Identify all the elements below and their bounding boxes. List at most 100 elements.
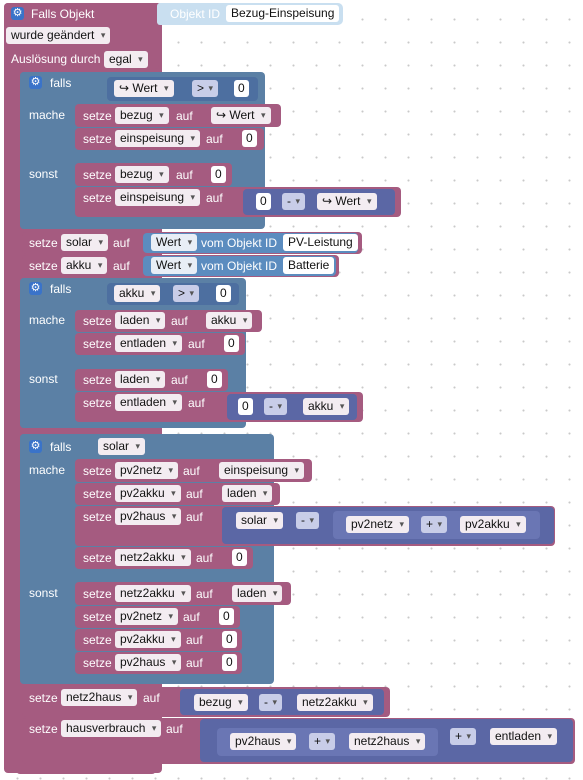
to-label: auf [176, 168, 193, 182]
number-zero[interactable]: 0 [238, 398, 253, 415]
else-label: sonst [29, 372, 58, 386]
to-label: auf [113, 236, 130, 250]
var-pv2netz[interactable]: pv2netz [115, 608, 179, 625]
var-einspeisung[interactable]: einspeisung [115, 189, 201, 206]
object-pv[interactable]: PV-Leistung [283, 234, 358, 251]
var-akku[interactable]: akku [61, 257, 108, 274]
change-dropdown[interactable]: wurde geändert [6, 27, 111, 44]
to-label: auf [186, 656, 203, 670]
operator-dropdown[interactable]: + [421, 516, 448, 533]
var-akku[interactable]: akku [303, 398, 350, 415]
if-label: falls [50, 282, 72, 296]
value-dropdown[interactable]: ↪ Wert [114, 80, 174, 97]
var-laden[interactable]: laden [115, 371, 166, 388]
operator-dropdown[interactable]: + [450, 728, 477, 745]
number-zero[interactable]: 0 [224, 335, 239, 352]
number-zero[interactable]: 0 [211, 166, 226, 183]
var-netz2haus[interactable]: netz2haus [349, 733, 426, 750]
cause-dropdown[interactable]: egal [104, 51, 148, 68]
var-solar[interactable]: solar [61, 234, 109, 251]
to-label: auf [171, 314, 188, 328]
operator-dropdown[interactable]: - [264, 398, 287, 415]
of-object-label: vom Objekt ID [201, 259, 278, 273]
var-pv2haus[interactable]: pv2haus [115, 508, 182, 525]
set-label: setze [83, 373, 112, 387]
object-battery[interactable]: Batterie [283, 257, 335, 274]
var-laden[interactable]: laden [115, 312, 166, 329]
to-label: auf [176, 109, 193, 123]
var-einspeisung[interactable]: einspeisung [115, 130, 201, 147]
to-label: auf [186, 510, 203, 524]
var-pv2haus[interactable]: pv2haus [115, 654, 182, 671]
gear-icon[interactable]: ⚙ [29, 76, 42, 89]
var-netz2akku[interactable]: netz2akku [297, 694, 373, 711]
to-label: auf [196, 551, 213, 565]
value-dropdown[interactable]: Wert [151, 234, 198, 251]
gear-icon[interactable]: ⚙ [29, 440, 42, 453]
do-label: mache [29, 463, 66, 477]
number-zero[interactable]: 0 [232, 549, 247, 566]
number-zero[interactable]: 0 [234, 80, 249, 97]
operator-dropdown[interactable]: + [309, 733, 336, 750]
var-netz2akku[interactable]: netz2akku [115, 549, 191, 566]
to-label: auf [188, 396, 205, 410]
object-id-label: Objekt ID [170, 7, 221, 21]
var-pv2netz[interactable]: pv2netz [115, 462, 179, 479]
var-entladen[interactable]: entladen [490, 728, 558, 745]
var-bezug[interactable]: bezug [115, 107, 169, 124]
to-label: auf [183, 464, 200, 478]
var-pv2akku[interactable]: pv2akku [460, 516, 526, 533]
var-laden[interactable]: laden [222, 485, 273, 502]
to-label: auf [206, 191, 223, 205]
number-zero[interactable]: 0 [222, 654, 237, 671]
value-dropdown[interactable]: ↪ Wert [317, 193, 377, 210]
var-entladen[interactable]: entladen [115, 335, 183, 352]
if-spine-1 [20, 72, 72, 229]
var-pv2haus[interactable]: pv2haus [230, 733, 297, 750]
set-label: setze [83, 396, 112, 410]
var-netz2akku[interactable]: netz2akku [115, 585, 191, 602]
value-dropdown[interactable]: ↪ Wert [211, 107, 271, 124]
var-laden[interactable]: laden [232, 585, 283, 602]
set-label: setze [83, 191, 112, 205]
var-entladen[interactable]: entladen [115, 394, 183, 411]
set-label: setze [83, 587, 112, 601]
operator-dropdown[interactable]: - [259, 694, 282, 711]
set-label: setze [83, 487, 112, 501]
number-zero[interactable]: 0 [207, 371, 222, 388]
number-zero[interactable]: 0 [242, 130, 257, 147]
var-hausverbrauch[interactable]: hausverbrauch [61, 720, 162, 737]
set-label: setze [83, 314, 112, 328]
operator-dropdown[interactable]: > [192, 80, 219, 97]
gear-icon[interactable]: ⚙ [11, 7, 24, 20]
trigger-bottom-edge [16, 762, 156, 774]
var-solar[interactable]: solar [236, 512, 284, 529]
object-id-value[interactable]: Bezug-Einspeisung [226, 5, 340, 22]
var-akku[interactable]: akku [114, 285, 161, 302]
trigger-title: Falls Objekt [31, 7, 95, 21]
var-akku[interactable]: akku [206, 312, 253, 329]
cause-label: Auslösung durch [11, 52, 101, 66]
number-zero[interactable]: 0 [216, 285, 231, 302]
to-label: auf [186, 487, 203, 501]
if-label: falls [50, 76, 72, 90]
var-pv2akku[interactable]: pv2akku [115, 631, 181, 648]
var-pv2netz[interactable]: pv2netz [346, 516, 410, 533]
operator-dropdown[interactable]: > [173, 285, 200, 302]
value-dropdown[interactable]: Wert [151, 257, 198, 274]
var-bezug[interactable]: bezug [115, 166, 169, 183]
var-einspeisung[interactable]: einspeisung [219, 462, 305, 479]
var-netz2haus[interactable]: netz2haus [61, 689, 138, 706]
set-label: setze [83, 132, 112, 146]
number-zero[interactable]: 0 [219, 608, 234, 625]
operator-dropdown[interactable]: - [296, 512, 319, 529]
number-zero[interactable]: 0 [222, 631, 237, 648]
to-label: auf [113, 259, 130, 273]
number-zero[interactable]: 0 [256, 193, 271, 210]
var-solar[interactable]: solar [98, 438, 146, 455]
var-bezug[interactable]: bezug [194, 694, 248, 711]
operator-dropdown[interactable]: - [282, 193, 305, 210]
set-label: setze [83, 633, 112, 647]
gear-icon[interactable]: ⚙ [29, 282, 42, 295]
var-pv2akku[interactable]: pv2akku [115, 485, 181, 502]
